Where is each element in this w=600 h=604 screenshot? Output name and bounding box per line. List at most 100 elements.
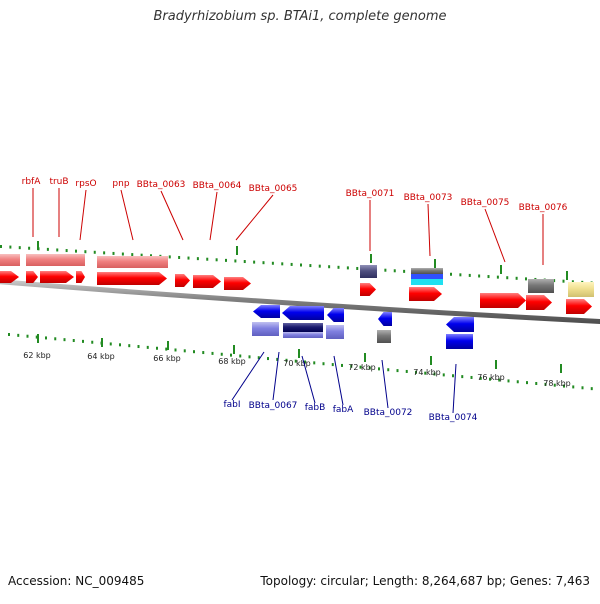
scale-dot <box>290 262 293 266</box>
forward-rna-feature <box>0 254 20 266</box>
forward-label-leader <box>484 208 506 263</box>
reverse-gene-label: fabB <box>305 403 326 413</box>
scale-label: 70 kbp <box>283 359 311 368</box>
major-tick <box>434 259 436 268</box>
scale-dot <box>562 279 565 283</box>
reverse-gene-feature <box>446 317 474 332</box>
forward-scale-track <box>0 245 593 285</box>
reverse-gene-feature <box>253 305 280 318</box>
scale-dot <box>56 248 59 252</box>
forward-gene-feature <box>409 287 442 301</box>
scale-dot <box>304 360 306 364</box>
scale-dot <box>196 257 199 261</box>
scale-dot <box>405 369 408 373</box>
scale-dot <box>215 258 218 262</box>
forward-misc-feature <box>568 282 594 297</box>
scale-dot <box>450 272 452 276</box>
forward-label-leader <box>235 194 274 241</box>
scale-dot <box>350 364 353 368</box>
forward-gene-feature <box>526 295 552 310</box>
scale-dot <box>313 361 316 365</box>
scale-dot <box>489 377 491 381</box>
scale-dot <box>8 333 10 336</box>
scale-dot <box>140 253 143 257</box>
scale-dot <box>63 338 66 342</box>
major-tick <box>364 353 366 362</box>
scale-dot <box>378 367 380 371</box>
major-tick <box>430 356 432 365</box>
scale-dot <box>112 251 115 255</box>
genome-title: Bradyrhizobium sp. BTAi1, complete genom… <box>153 9 447 24</box>
scale-dot <box>121 252 124 256</box>
forward-gene-label: truB <box>49 177 68 187</box>
forward-gene-feature <box>480 293 526 308</box>
forward-label-leader <box>120 189 134 241</box>
scale-dot <box>183 349 186 353</box>
scale-dot <box>506 276 509 280</box>
scale-dot <box>318 264 321 268</box>
scale-dot <box>356 266 359 270</box>
scale-dot <box>230 353 232 357</box>
scale-dot <box>72 339 75 343</box>
scale-dot <box>515 276 518 280</box>
scale-dot <box>165 347 168 351</box>
scale-dot <box>470 375 473 379</box>
scale-dot <box>572 385 575 389</box>
accession-label: Accession: NC_009485 <box>8 574 145 588</box>
scale-dot <box>35 335 38 339</box>
scale-dot <box>322 362 325 366</box>
forward-gene-feature <box>193 275 221 288</box>
scale-dot <box>187 256 190 260</box>
forward-gene-feature <box>97 272 167 285</box>
scale-dot <box>459 273 462 277</box>
reverse-label-leader <box>301 355 316 404</box>
scale-dot <box>285 358 288 362</box>
scale-label: 74 kbp <box>413 368 441 377</box>
scale-dot <box>0 245 2 248</box>
forward-misc-feature <box>360 265 377 278</box>
scale-label: 72 kbp <box>348 363 376 372</box>
major-tick <box>370 254 372 263</box>
scale-dot <box>28 246 31 250</box>
scale-dot <box>156 346 158 350</box>
scale-label: 64 kbp <box>87 352 115 361</box>
major-tick <box>233 345 235 354</box>
scale-dot <box>393 269 396 273</box>
scale-dot <box>535 381 538 385</box>
reverse-misc-feature <box>283 323 323 332</box>
scale-dot <box>309 264 312 268</box>
reverse-gene-label: fabI <box>223 400 240 410</box>
scale-dot <box>544 382 547 386</box>
scale-dot <box>571 280 574 284</box>
scale-dot <box>487 275 490 279</box>
scale-dot <box>415 370 417 374</box>
scale-dot <box>396 369 399 373</box>
forward-gene-feature <box>175 274 190 287</box>
scale-dot <box>45 336 47 340</box>
scale-label: 66 kbp <box>153 354 181 363</box>
forward-rna-feature <box>26 254 85 266</box>
major-tick <box>167 341 169 350</box>
scale-label: 76 kbp <box>477 373 505 382</box>
scale-dot <box>150 254 152 258</box>
reverse-gene-label: BBta_0072 <box>364 408 413 418</box>
major-tick <box>236 246 238 255</box>
genome-summary: Topology: circular; Length: 8,264,687 bp… <box>260 574 590 588</box>
scale-dot <box>82 339 84 343</box>
reverse-label-leader <box>381 359 389 409</box>
reverse-gene-feature <box>378 312 392 326</box>
reverse-rna-feature <box>283 332 323 338</box>
scale-dot <box>262 261 265 265</box>
forward-gene-feature <box>26 271 38 283</box>
scale-dot <box>225 258 227 262</box>
reverse-label-leader <box>231 351 265 401</box>
forward-gene-label: BBta_0073 <box>404 193 453 203</box>
scale-dot <box>239 354 242 358</box>
scale-dot <box>119 343 121 347</box>
reverse-gene-label: fabA <box>333 405 354 415</box>
forward-gene-label: pnp <box>112 179 129 189</box>
forward-misc-feature <box>411 274 443 279</box>
major-tick <box>37 334 39 343</box>
forward-label-leader <box>79 189 87 241</box>
